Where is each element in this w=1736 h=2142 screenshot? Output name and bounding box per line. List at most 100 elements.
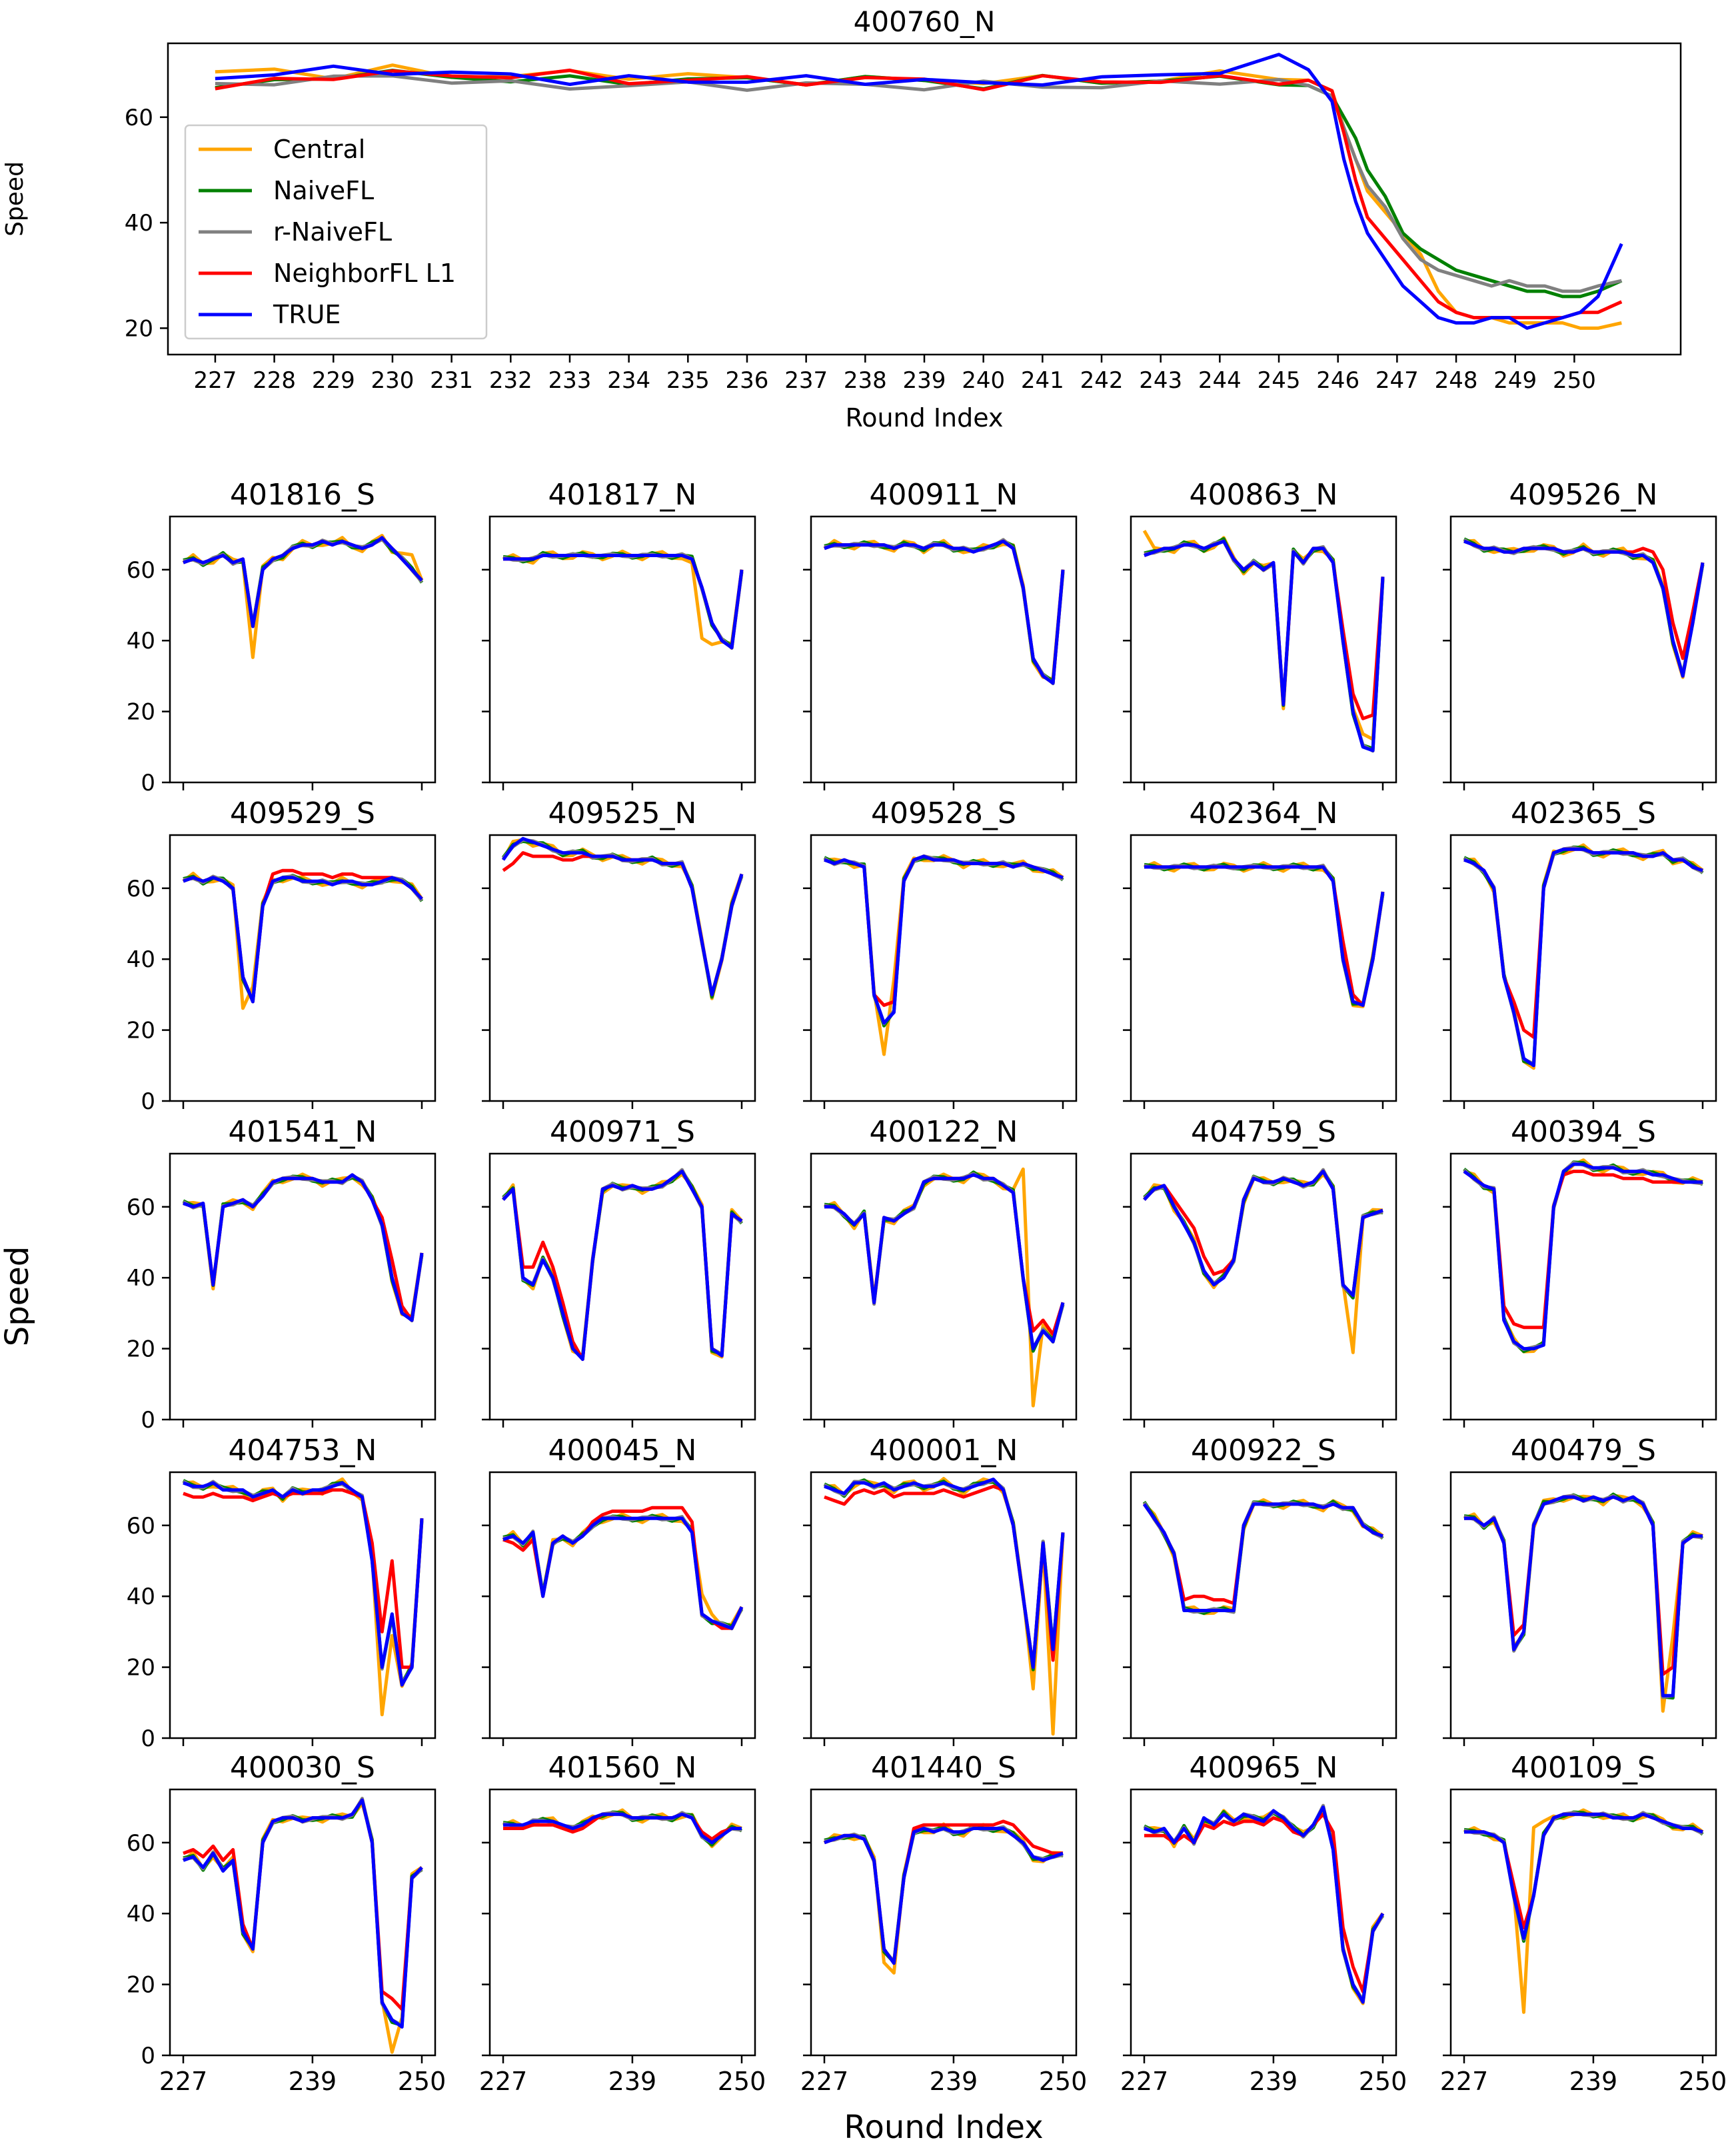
legend-box <box>184 124 488 340</box>
top-x-tick-label: 248 <box>1435 367 1478 394</box>
panel-400479-s: 400479_S <box>1443 1434 1717 1746</box>
panel-title: 400863_N <box>1190 478 1338 512</box>
panel-y-tick-label: 20 <box>127 1655 155 1681</box>
panel-series-true <box>1142 1502 1383 1612</box>
panel-series-true <box>824 1827 1064 1965</box>
panel-title: 404753_N <box>229 1434 377 1468</box>
panel-x-tick-label: 239 <box>608 2067 657 2096</box>
panel-401541-n: 401541_N 0 20 40 60 <box>127 1115 436 1434</box>
top-chart-title: 400760_N <box>854 5 996 38</box>
panel-frame <box>488 515 756 784</box>
panel-frame <box>1130 1152 1397 1421</box>
panel-series-true <box>1464 1495 1703 1697</box>
panel-frame <box>169 834 436 1102</box>
panel-title: 400479_S <box>1511 1434 1656 1468</box>
panel-401560-n: 401560_N 227 239 250 <box>479 1751 766 2096</box>
panel-title: 400911_N <box>870 478 1018 512</box>
panel-y-tick-label: 20 <box>127 699 155 726</box>
panel-400965-n: 400965_N 227 239 250 <box>1120 1751 1407 2096</box>
panel-401816-s: 401816_S 0 20 40 60 <box>127 478 436 796</box>
panel-400971-s: 400971_S <box>482 1115 756 1428</box>
panel-409525-n: 409525_N <box>482 796 756 1109</box>
top-x-tick-label: 230 <box>371 367 415 394</box>
panel-frame <box>1130 834 1397 1102</box>
panel-series-true <box>183 1798 423 2029</box>
panel-400045-n: 400045_N <box>482 1434 756 1746</box>
top-x-tick-label: 243 <box>1139 367 1182 394</box>
top-x-tick-label: 229 <box>312 367 355 394</box>
top-chart: 400760_N 227 228 229 230 231 232 233 234 235 236 23… <box>1 5 1682 433</box>
panel-400109-s: 400109_S 227 239 250 <box>1440 1751 1727 2096</box>
panel-title: 400122_N <box>870 1115 1018 1149</box>
panel-frame <box>169 1788 436 2057</box>
grid-x-axis-label: Round Index <box>844 2109 1043 2142</box>
panel-frame <box>1449 1471 1717 1739</box>
panel-frame <box>488 1471 756 1739</box>
panel-frame <box>488 1152 756 1421</box>
top-x-tick-label: 249 <box>1493 367 1537 394</box>
top-x-tick-label: 240 <box>962 367 1005 394</box>
top-x-tick-label: 235 <box>666 367 710 394</box>
panel-y-tick-label: 0 <box>141 1725 155 1752</box>
panel-x-tick-label: 227 <box>479 2067 528 2096</box>
grid-y-axis-label: Speed <box>0 1246 36 1346</box>
panel-401440-s: 401440_S 227 239 250 <box>800 1751 1088 2096</box>
top-series-true <box>215 53 1623 330</box>
panel-409526-n: 409526_N <box>1443 478 1717 790</box>
panel-series-true <box>1463 847 1703 1068</box>
panel-402365-s: 402365_S <box>1443 796 1717 1109</box>
panel-title: 401817_N <box>548 478 697 512</box>
panel-frame <box>1449 1788 1717 2057</box>
top-x-tick-label: 244 <box>1198 367 1242 394</box>
top-x-tick-label: 247 <box>1375 367 1419 394</box>
panel-series-true <box>824 1173 1065 1351</box>
legend-label-r-naivefl: r-NaiveFL <box>273 217 392 247</box>
top-x-tick-label: 245 <box>1258 367 1301 394</box>
panel-y-tick-label: 60 <box>127 1830 155 1857</box>
top-x-tick-label: 227 <box>193 367 237 394</box>
panel-series-true <box>183 876 423 1004</box>
panel-title: 409528_S <box>871 796 1016 830</box>
top-x-tick-label: 246 <box>1316 367 1359 394</box>
top-series-naivefl <box>215 69 1623 299</box>
panel-series-true <box>503 1812 742 1845</box>
panel-series-true <box>824 539 1065 685</box>
panel-title: 409526_N <box>1509 478 1658 512</box>
legend: Central NaiveFL r-NaiveFL NeighborFL L1 TRUE <box>184 124 488 340</box>
panel-title: 400971_S <box>550 1115 695 1149</box>
panel-y-tick-label: 40 <box>127 1901 155 1927</box>
panel-400922-s: 400922_S <box>1123 1434 1397 1746</box>
panel-title: 402364_N <box>1190 796 1338 830</box>
panel-y-tick-label: 20 <box>127 1336 155 1363</box>
top-x-tick-label: 239 <box>903 367 946 394</box>
panel-y-tick-label: 60 <box>127 557 155 584</box>
top-x-tick-label: 234 <box>607 367 650 394</box>
panel-y-tick-label: 60 <box>127 876 155 902</box>
panel-series-true <box>183 1481 424 1687</box>
panel-x-tick-label: 227 <box>159 2067 208 2096</box>
panel-series-true <box>1463 539 1705 678</box>
top-x-axis-label: Round Index <box>846 403 1004 433</box>
panel-title: 401816_S <box>230 478 375 512</box>
panel-frame <box>169 1152 436 1421</box>
top-x-tick-label: 232 <box>489 367 532 394</box>
panel-402364-n: 402364_N <box>1123 796 1397 1109</box>
panel-x-tick-label: 227 <box>800 2067 849 2096</box>
panel-frame <box>1449 1152 1717 1421</box>
panel-y-tick-label: 0 <box>141 2043 155 2069</box>
panel-series-true <box>502 1516 744 1630</box>
top-x-tick-label: 228 <box>253 367 296 394</box>
panel-series-true <box>1463 1162 1703 1351</box>
legend-label-naivefl: NaiveFL <box>273 176 374 205</box>
panel-frame <box>810 834 1078 1102</box>
legend-label-central: Central <box>273 135 365 164</box>
panel-frame <box>810 1471 1078 1739</box>
panel-404759-s: 404759_S <box>1123 1115 1397 1428</box>
panel-series-true <box>1464 1812 1703 1940</box>
panel-title: 402365_S <box>1511 796 1656 830</box>
panel-frame <box>1449 515 1717 784</box>
panel-title: 400045_N <box>548 1434 697 1468</box>
panel-y-tick-label: 40 <box>127 1265 155 1292</box>
panel-title: 401560_N <box>548 1751 697 1785</box>
